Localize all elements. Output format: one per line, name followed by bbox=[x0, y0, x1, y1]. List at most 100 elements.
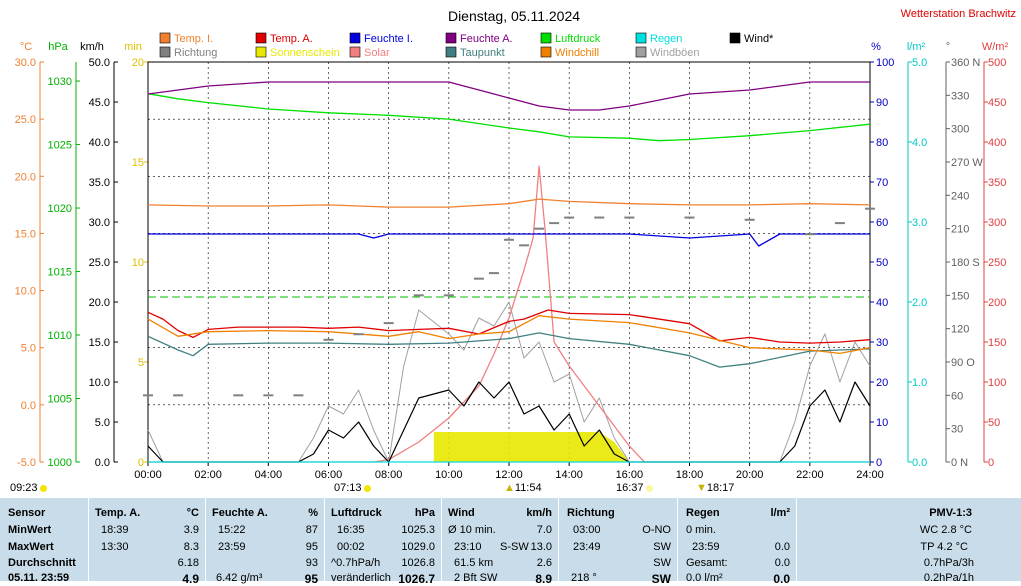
tick-label-solar: 0 bbox=[988, 457, 994, 469]
tick-label-dir: 210 bbox=[951, 224, 969, 236]
legend-label: Feuchte A. bbox=[460, 33, 513, 45]
statistics-table: Sensor MinWert MaxWert Durchschnitt 05.1… bbox=[0, 498, 1021, 586]
direction-point bbox=[293, 394, 304, 397]
tick-label-hum: 100 bbox=[876, 57, 894, 69]
wind-max-time: 23:10 bbox=[454, 541, 482, 553]
dir-avg: SW bbox=[653, 557, 671, 569]
legend-swatch bbox=[349, 32, 361, 44]
right-axes: 10090807060504030201005.04.03.02.01.00.0… bbox=[869, 57, 1006, 469]
direction-point bbox=[804, 233, 815, 236]
direction-point bbox=[684, 216, 695, 219]
series-feuchte-i- bbox=[148, 233, 870, 247]
direction-point bbox=[564, 216, 575, 219]
col-rain: Regen l/m² 0 min. 23:59 0.0 Gesamt: 0.0 … bbox=[677, 498, 796, 586]
tick-label-temp: -5.0 bbox=[17, 457, 36, 469]
tick-label-sun: 20 bbox=[132, 57, 144, 69]
press-max: 1029.0 bbox=[401, 541, 435, 553]
tick-label-dir: 150 bbox=[951, 290, 969, 302]
tick-label-solar: 150 bbox=[988, 337, 1006, 349]
axis-unit-temp: °C bbox=[20, 41, 32, 53]
tick-label-dir: 120 bbox=[951, 324, 969, 336]
tick-label-rain: 5.0 bbox=[912, 57, 927, 69]
dir-header: Richtung bbox=[567, 507, 615, 519]
tick-label-solar: 100 bbox=[988, 377, 1006, 389]
temp-min-time: 18:39 bbox=[101, 524, 129, 536]
direction-point bbox=[624, 216, 635, 219]
label-max: MaxWert bbox=[8, 541, 54, 553]
tick-label-dir: 240 bbox=[951, 190, 969, 202]
tick-label-wind: 30.0 bbox=[89, 217, 110, 229]
moon-up-icon: ▲ bbox=[504, 482, 515, 494]
col-direction: Richtung 03:00 O-NO 23:49 SW SW 218 ° SW bbox=[558, 498, 677, 586]
col-pressure: Luftdruck hPa 16:35 1025.3 00:02 1029.0 … bbox=[324, 498, 441, 586]
legend-item: Sonnenschein bbox=[255, 46, 340, 59]
series-feuchte-a- bbox=[147, 81, 870, 111]
direction-point bbox=[488, 272, 499, 275]
direction-point bbox=[143, 394, 153, 397]
label-avg: Durchschnitt bbox=[8, 557, 76, 569]
event-moonset: ▼18:17 bbox=[696, 482, 735, 494]
x-tick-label: 00:00 bbox=[134, 469, 162, 481]
legend-swatch bbox=[255, 46, 267, 58]
press-min: 1025.3 bbox=[401, 524, 435, 536]
rain-max: 0.0 bbox=[774, 541, 790, 553]
temp-max-time: 13:30 bbox=[101, 541, 129, 553]
wind-avg10: 7.0 bbox=[536, 524, 552, 536]
legend-label: Taupunkt bbox=[460, 47, 505, 59]
direction-point bbox=[519, 244, 530, 247]
sun-dot-icon bbox=[363, 484, 371, 492]
hum-unit: % bbox=[308, 507, 318, 519]
x-tick-label: 18:00 bbox=[676, 469, 704, 481]
tick-label-rain: 0.0 bbox=[912, 457, 927, 469]
tick-label-dir: 300 bbox=[951, 124, 969, 136]
x-tick-label: 08:00 bbox=[375, 469, 403, 481]
wind-max-dir: S-SW bbox=[500, 541, 529, 553]
tick-label-hum: 20 bbox=[876, 377, 888, 389]
direction-point bbox=[534, 227, 545, 230]
legend-item: Windböen bbox=[635, 46, 700, 59]
direction-point bbox=[549, 222, 560, 225]
tick-label-rain: 3.0 bbox=[912, 217, 927, 229]
tick-label-press: 1000 bbox=[48, 457, 72, 469]
direction-point bbox=[323, 338, 334, 341]
direction-point bbox=[353, 333, 364, 336]
axis-unit-rain: l/m² bbox=[907, 41, 926, 53]
sun-dot-icon bbox=[39, 484, 47, 492]
label-min: MinWert bbox=[8, 524, 52, 536]
legend-label: Temp. I. bbox=[174, 33, 213, 45]
legend-swatch bbox=[445, 32, 457, 44]
tick-label-wind: 25.0 bbox=[89, 257, 110, 269]
tick-label-temp: 30.0 bbox=[15, 57, 36, 69]
legend-item: Richtung bbox=[159, 46, 217, 59]
tick-label-sun: 15 bbox=[132, 157, 144, 169]
left-axes: 30.0 25.0 20.0 15.0 10.0 5.0 0.0 -5.0 1030 1025 10… bbox=[15, 57, 149, 469]
direction-point bbox=[594, 216, 605, 219]
press-max-time: 00:02 bbox=[337, 541, 365, 553]
tick-label-solar: 400 bbox=[988, 137, 1006, 149]
axis-unit-sun: min bbox=[124, 41, 142, 53]
pmv-windchill: WC 2.8 °C bbox=[919, 524, 972, 536]
direction-point bbox=[173, 394, 184, 397]
legend-swatch bbox=[635, 46, 647, 58]
legend-swatch bbox=[729, 32, 741, 44]
tick-label-solar: 300 bbox=[988, 217, 1006, 229]
x-tick-label: 12:00 bbox=[495, 469, 523, 481]
hum-abs: 6.42 g/m³ bbox=[216, 572, 263, 584]
direction-point bbox=[834, 222, 845, 225]
legend-label: Richtung bbox=[174, 47, 217, 59]
tick-label-wind: 0.0 bbox=[95, 457, 110, 469]
tick-label-temp: 20.0 bbox=[15, 171, 36, 183]
col-pmv: PMV-1:3 WC 2.8 °C TP 4.2 °C 0.7hPa/3h 0.… bbox=[796, 498, 1021, 584]
legend-item: Luftdruck bbox=[540, 32, 601, 45]
direction-point bbox=[233, 394, 244, 397]
tick-label-solar: 450 bbox=[988, 97, 1006, 109]
wind-avg-label: Ø 10 min. bbox=[448, 524, 496, 536]
hum-min: 87 bbox=[305, 524, 318, 536]
press-avg: 1026.8 bbox=[401, 557, 435, 569]
axis-unit-hum: % bbox=[871, 41, 881, 53]
tick-label-temp: 25.0 bbox=[15, 114, 36, 126]
tick-label-sun: 0 bbox=[138, 457, 144, 469]
tick-label-sun: 5 bbox=[138, 357, 144, 369]
tick-label-press: 1005 bbox=[48, 394, 72, 406]
col-temp: Temp. A. °C 18:39 3.9 13:30 8.3 6.18 4.9 bbox=[88, 498, 205, 586]
